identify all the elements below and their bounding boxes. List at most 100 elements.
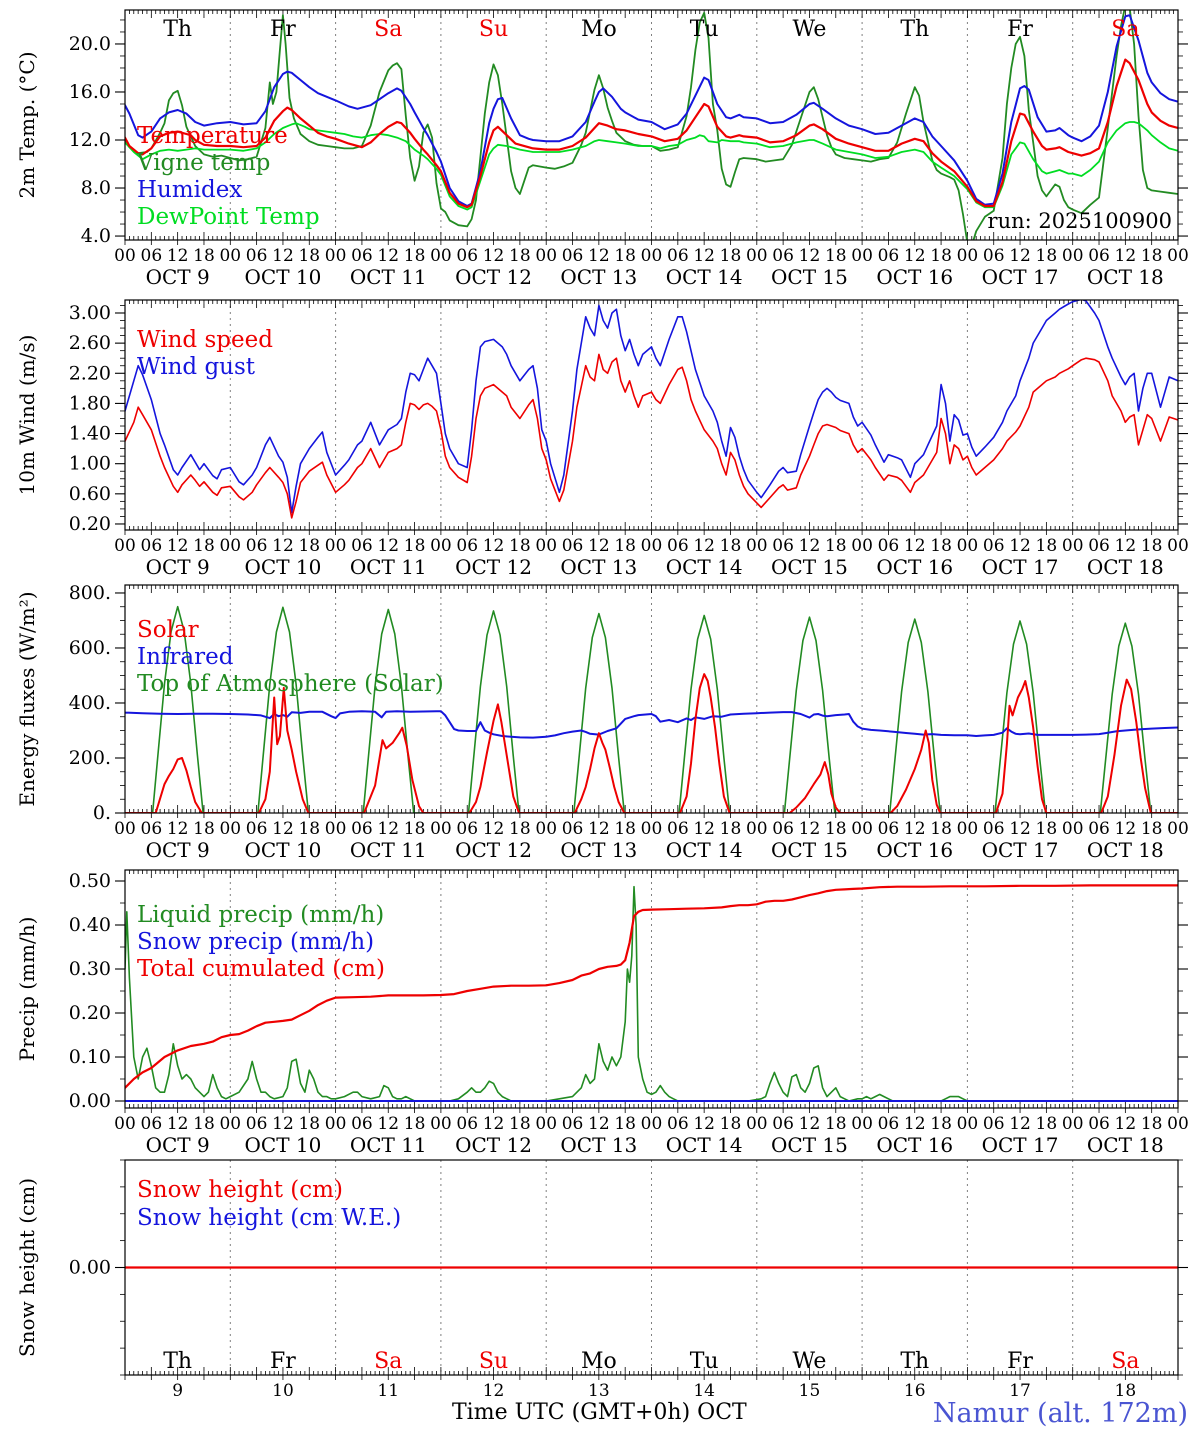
x-hour-label: 12 <box>588 819 610 839</box>
x-hour-label: 00 <box>851 246 873 266</box>
x-date-label-oct-17: OCT 17 <box>982 1133 1059 1157</box>
x-hour-label: 18 <box>614 536 636 556</box>
x-hour-label: 12 <box>483 819 505 839</box>
x-hour-label: 00 <box>957 1114 979 1134</box>
x-hour-label: 18 <box>298 819 320 839</box>
wind-gust-series-line <box>125 300 1178 514</box>
x-date-label-oct-18: OCT 18 <box>1087 838 1164 862</box>
top-of-atmosphere-solar-series-line <box>125 605 1178 813</box>
x-hour-label: 00 <box>1062 819 1084 839</box>
y-tick-label: 3.00 <box>69 302 111 324</box>
y-tick-label: 0.20 <box>69 1002 111 1024</box>
x-hour-label: 06 <box>351 1114 373 1134</box>
x-hour-label: 00 <box>851 536 873 556</box>
x-hour-label: 18 <box>298 536 320 556</box>
x-hour-label: 12 <box>1115 819 1137 839</box>
x-hour-label: 00 <box>746 1114 768 1134</box>
x-hour-label: 00 <box>535 246 557 266</box>
y-tick-label: 12.0 <box>69 129 111 151</box>
x-date-label-oct-10: OCT 10 <box>245 265 322 289</box>
x-date-label-oct-15: OCT 15 <box>771 265 848 289</box>
x-hour-label: 00 <box>746 536 768 556</box>
x-hour-label: 12 <box>1115 246 1137 266</box>
x-hour-label: 12 <box>1115 536 1137 556</box>
x-hour-label: 06 <box>351 536 373 556</box>
x-hour-label: 00 <box>957 819 979 839</box>
x-date-label-oct-14: OCT 14 <box>666 838 743 862</box>
x-hour-label: 06 <box>456 1114 478 1134</box>
legend-dewpoint-temp: DewPoint Temp <box>137 204 320 230</box>
legend-top-of-atmosphere-solar: Top of Atmosphere (Solar) <box>137 671 444 697</box>
x-hour-label: 12 <box>167 1114 189 1134</box>
day-label-sa-9: Sa <box>1111 17 1139 42</box>
chart-energy-fluxes: 800. 600. 400. 200. 0. Energy fluxes (W/m²) So… <box>15 582 1189 862</box>
x-hour-label: 18 <box>720 1114 742 1134</box>
x-date-label-oct-14: OCT 14 <box>666 1133 743 1157</box>
model-credit-line1: MARv3.14 model forced by GFS <box>2 1438 393 1440</box>
x-daynum-label-10: 10 <box>272 1381 294 1401</box>
plot-frame <box>124 299 1179 531</box>
x-hour-label: 12 <box>799 1114 821 1134</box>
x-hour-label: 06 <box>456 536 478 556</box>
x-hour-label: 00 <box>114 1114 136 1134</box>
x-date-label-oct-9: OCT 9 <box>146 555 210 579</box>
y-tick-label: 1.40 <box>69 423 111 445</box>
x-hour-label: 06 <box>772 1114 794 1134</box>
x-hour-label: 18 <box>614 819 636 839</box>
x-hour-label: 18 <box>1141 246 1163 266</box>
x-hour-label: 06 <box>141 536 163 556</box>
x-hour-label: 18 <box>1036 1114 1058 1134</box>
axis-title-temp-2m: 2m Temp. (°C) <box>15 51 39 198</box>
day-label-mo-4: Mo <box>581 1349 617 1374</box>
x-hour-label: 18 <box>720 246 742 266</box>
axis-title-energy-fluxes: Energy fluxes (W/m²) <box>15 591 39 806</box>
x-hour-label: 00 <box>851 819 873 839</box>
x-hour-label: 12 <box>693 246 715 266</box>
day-label-th-7: Th <box>900 1349 929 1374</box>
x-hour-label: 18 <box>1036 246 1058 266</box>
x-hour-label: 00 <box>219 1114 241 1134</box>
x-hour-label: 00 <box>1167 536 1189 556</box>
x-hour-label: 12 <box>1115 1114 1137 1134</box>
axis-title-wind-10m: 10m Wind (m/s) <box>15 335 39 496</box>
x-hour-label: 18 <box>509 246 531 266</box>
x-hour-label: 12 <box>167 819 189 839</box>
x-date-label-oct-17: OCT 17 <box>982 265 1059 289</box>
x-hour-label: 12 <box>693 536 715 556</box>
x-date-label-oct-15: OCT 15 <box>771 838 848 862</box>
x-date-label-oct-10: OCT 10 <box>245 555 322 579</box>
x-hour-label: 06 <box>1088 1114 1110 1134</box>
x-hour-label: 00 <box>325 1114 347 1134</box>
plot-frame <box>124 584 1179 814</box>
y-tick-label: 0.00 <box>69 1090 111 1112</box>
day-label-tu-5: Tu <box>690 1349 719 1374</box>
legend-humidex: Humidex <box>137 177 242 203</box>
x-hour-label: 06 <box>562 246 584 266</box>
axis-title-precip: Precip (mm/h) <box>15 917 39 1062</box>
x-hour-label: 00 <box>325 819 347 839</box>
x-hour-label: 00 <box>430 536 452 556</box>
x-hour-label: 12 <box>904 536 926 556</box>
x-hour-label: 18 <box>825 819 847 839</box>
x-hour-label: 18 <box>825 536 847 556</box>
x-daynum-label-9: 9 <box>172 1381 183 1401</box>
temperature-series-line <box>125 58 1178 209</box>
x-hour-label: 18 <box>720 536 742 556</box>
x-date-label-oct-12: OCT 12 <box>455 838 532 862</box>
x-date-label-oct-11: OCT 11 <box>350 838 427 862</box>
y-tick-label: 0.50 <box>69 870 111 892</box>
time-axis-label: Time UTC (GMT+0h) OCT <box>452 1400 747 1425</box>
wind-speed-series-line <box>125 353 1178 519</box>
axis-title-snow-height: Snow height (cm) <box>15 1178 39 1357</box>
y-tick-label: 200. <box>69 747 111 769</box>
y-tick-label: 4.0 <box>81 225 111 247</box>
x-hour-label: 12 <box>483 246 505 266</box>
day-label-we-6: We <box>793 17 827 42</box>
x-hour-label: 00 <box>957 536 979 556</box>
dewpoint-temp-series-line <box>125 121 1178 211</box>
x-date-label-oct-10: OCT 10 <box>245 1133 322 1157</box>
day-label-tu-5: Tu <box>690 17 719 42</box>
y-tick-label: 0.30 <box>69 958 111 980</box>
x-hour-label: 06 <box>983 1114 1005 1134</box>
